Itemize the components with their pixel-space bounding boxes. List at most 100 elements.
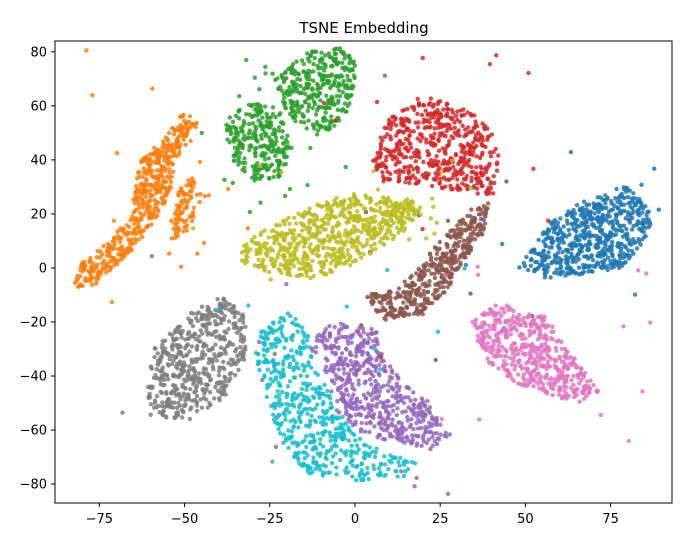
- scatter-point: [546, 250, 551, 255]
- scatter-point: [166, 189, 171, 194]
- scatter-point: [343, 207, 348, 212]
- scatter-point: [330, 225, 335, 230]
- scatter-point: [163, 404, 168, 409]
- scatter-point: [272, 351, 277, 357]
- scatter-point: [291, 228, 297, 233]
- scatter-point: [144, 154, 149, 160]
- scatter-point: [456, 128, 461, 133]
- scatter-point: [396, 129, 401, 135]
- scatter-point: [171, 132, 177, 137]
- scatter-point: [423, 425, 428, 430]
- scatter-point: [237, 107, 242, 113]
- scatter-point: [552, 226, 557, 231]
- scatter-point: [158, 190, 163, 195]
- scatter-point: [465, 244, 471, 250]
- scatter-point: [382, 307, 387, 313]
- scatter-point: [145, 161, 151, 167]
- scatter-point: [491, 191, 496, 196]
- scatter-point: [618, 211, 624, 216]
- scatter-point: [448, 257, 453, 262]
- scatter-point: [431, 135, 436, 141]
- scatter-point: [313, 350, 319, 355]
- scatter-point: [312, 247, 317, 253]
- scatter-point: [390, 434, 395, 439]
- scatter-point: [430, 414, 435, 420]
- scatter-point: [374, 339, 379, 344]
- scatter-point: [550, 393, 555, 398]
- scatter-point: [520, 344, 525, 349]
- scatter-point: [310, 232, 316, 237]
- scatter-point: [202, 194, 207, 199]
- scatter-point: [589, 254, 594, 260]
- scatter-point: [90, 93, 95, 98]
- scatter-point: [586, 265, 591, 270]
- scatter-point: [548, 236, 553, 241]
- scatter-point: [307, 229, 312, 234]
- scatter-point: [408, 145, 414, 150]
- scatter-point: [348, 398, 353, 404]
- scatter-point: [308, 211, 313, 217]
- scatter-point: [604, 236, 609, 241]
- scatter-point: [247, 209, 253, 215]
- scatter-point: [411, 311, 417, 316]
- scatter-point: [149, 254, 155, 259]
- scatter-point: [252, 113, 257, 118]
- scatter-point: [308, 242, 313, 247]
- scatter-point: [504, 179, 509, 184]
- scatter-point: [395, 160, 400, 165]
- scatter-point: [176, 206, 181, 211]
- scatter-point: [185, 126, 190, 131]
- scatter-point: [227, 340, 232, 345]
- scatter-point: [305, 182, 310, 188]
- scatter-point: [193, 375, 199, 380]
- scatter-point: [572, 356, 577, 361]
- scatter-point: [327, 54, 333, 60]
- scatter-point: [568, 149, 574, 155]
- scatter-point: [533, 347, 539, 352]
- scatter-point: [278, 111, 283, 116]
- scatter-point: [565, 270, 570, 276]
- scatter-point: [411, 402, 417, 407]
- scatter-point: [329, 94, 334, 100]
- scatter-point: [270, 111, 276, 117]
- scatter-point: [154, 213, 160, 218]
- scatter-point: [254, 251, 259, 257]
- scatter-point: [201, 366, 206, 371]
- scatter-point: [195, 343, 200, 349]
- scatter-point: [184, 343, 189, 348]
- scatter-point: [372, 424, 377, 429]
- scatter-point: [184, 133, 189, 138]
- scatter-point: [234, 150, 239, 155]
- scatter-point: [521, 377, 527, 382]
- scatter-point: [498, 320, 503, 325]
- scatter-point: [626, 438, 631, 444]
- scatter-point: [141, 185, 146, 190]
- scatter-point: [369, 326, 374, 332]
- scatter-point: [432, 275, 438, 281]
- scatter-point: [267, 135, 272, 140]
- scatter-point: [311, 92, 316, 97]
- scatter-point: [166, 162, 171, 167]
- scatter-point: [181, 229, 186, 234]
- scatter-point: [541, 317, 547, 323]
- scatter-point: [455, 117, 460, 123]
- scatter-point: [560, 250, 565, 255]
- scatter-point: [369, 247, 375, 253]
- scatter-point: [146, 166, 152, 171]
- scatter-point: [407, 312, 412, 317]
- scatter-point: [552, 221, 557, 227]
- scatter-point: [494, 351, 500, 356]
- scatter-point: [472, 237, 478, 242]
- scatter-point: [315, 63, 320, 68]
- scatter-point: [163, 150, 168, 155]
- scatter-point: [430, 443, 435, 448]
- scatter-point: [325, 80, 331, 86]
- scatter-point: [415, 136, 420, 141]
- scatter-point: [367, 377, 373, 382]
- scatter-point: [236, 162, 241, 167]
- scatter-point: [188, 387, 193, 392]
- scatter-point: [173, 142, 179, 147]
- scatter-point: [194, 393, 200, 399]
- scatter-point: [281, 162, 287, 167]
- scatter-point: [484, 191, 490, 197]
